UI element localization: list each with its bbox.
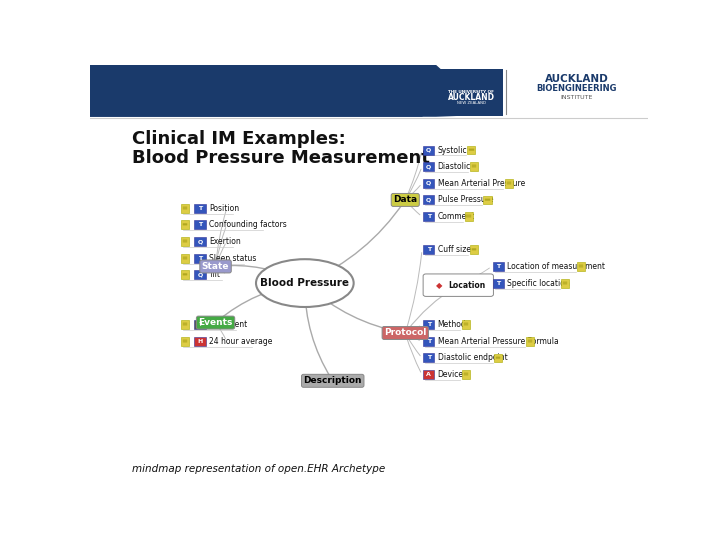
Text: Q: Q: [197, 272, 202, 277]
FancyBboxPatch shape: [494, 354, 503, 362]
Text: AUCKLAND: AUCKLAND: [448, 93, 495, 102]
Text: ◆: ◆: [436, 281, 442, 289]
FancyBboxPatch shape: [194, 220, 205, 230]
Text: Description: Description: [304, 376, 362, 386]
FancyBboxPatch shape: [462, 320, 470, 329]
Polygon shape: [90, 65, 492, 117]
Text: H: H: [197, 339, 202, 344]
FancyBboxPatch shape: [423, 162, 434, 171]
FancyBboxPatch shape: [423, 370, 434, 379]
Text: ?: ?: [198, 322, 202, 327]
FancyBboxPatch shape: [561, 279, 570, 287]
Text: NEW ZEALAND: NEW ZEALAND: [456, 101, 485, 105]
FancyBboxPatch shape: [423, 245, 434, 254]
Text: BIOENGINEERING: BIOENGINEERING: [536, 84, 617, 93]
Text: THE UNIVERSITY OF: THE UNIVERSITY OF: [448, 90, 494, 94]
Text: T: T: [427, 214, 431, 219]
Text: A: A: [426, 372, 431, 377]
FancyBboxPatch shape: [423, 179, 434, 188]
Text: Specific location: Specific location: [508, 279, 570, 288]
Text: Q: Q: [426, 181, 431, 186]
FancyBboxPatch shape: [181, 254, 189, 262]
Text: Diastolic endpoint: Diastolic endpoint: [438, 354, 508, 362]
FancyBboxPatch shape: [423, 337, 434, 346]
Text: T: T: [427, 322, 431, 327]
Text: T: T: [427, 355, 431, 360]
FancyBboxPatch shape: [181, 320, 189, 329]
Text: any event: any event: [209, 320, 247, 329]
FancyBboxPatch shape: [181, 337, 189, 346]
Text: T: T: [198, 255, 202, 261]
Text: Data: Data: [393, 195, 418, 205]
FancyBboxPatch shape: [423, 212, 434, 221]
FancyBboxPatch shape: [181, 220, 189, 230]
Text: Mean Arterial Pressure Formula: Mean Arterial Pressure Formula: [438, 337, 559, 346]
FancyBboxPatch shape: [194, 337, 205, 346]
Text: Device: Device: [438, 370, 464, 379]
Text: Q: Q: [426, 198, 431, 202]
FancyBboxPatch shape: [194, 237, 205, 246]
Polygon shape: [90, 65, 447, 117]
FancyBboxPatch shape: [423, 145, 434, 154]
Text: Exertion: Exertion: [209, 237, 240, 246]
Text: T: T: [496, 281, 500, 286]
Text: Sleep status: Sleep status: [209, 254, 256, 262]
FancyBboxPatch shape: [470, 162, 478, 171]
Text: Location of measurement: Location of measurement: [508, 262, 606, 271]
Text: INSTITUTE: INSTITUTE: [560, 95, 593, 100]
Text: Mean Arterial Pressure: Mean Arterial Pressure: [438, 179, 525, 188]
Text: Protocol: Protocol: [384, 328, 426, 338]
FancyBboxPatch shape: [467, 146, 475, 154]
FancyBboxPatch shape: [577, 262, 585, 271]
FancyBboxPatch shape: [493, 262, 504, 271]
Text: Cuff size: Cuff size: [438, 245, 471, 254]
Text: Confounding factors: Confounding factors: [209, 220, 287, 230]
Text: mindmap representation of open.EHR Archetype: mindmap representation of open.EHR Arche…: [132, 464, 385, 474]
FancyBboxPatch shape: [181, 204, 189, 213]
FancyBboxPatch shape: [194, 204, 205, 213]
Text: Diastolic: Diastolic: [438, 162, 471, 171]
Text: Clinical IM Examples:: Clinical IM Examples:: [132, 130, 346, 148]
Text: T: T: [427, 247, 431, 252]
Text: State: State: [202, 262, 229, 271]
FancyBboxPatch shape: [462, 370, 470, 379]
Text: T: T: [198, 206, 202, 211]
Text: Q: Q: [426, 164, 431, 169]
Text: Tilt: Tilt: [209, 271, 221, 279]
FancyBboxPatch shape: [90, 65, 648, 117]
Ellipse shape: [256, 259, 354, 307]
FancyBboxPatch shape: [423, 320, 434, 329]
Text: AUCKLAND: AUCKLAND: [545, 75, 608, 84]
Text: Q: Q: [197, 239, 202, 244]
Text: Pulse Pressure: Pulse Pressure: [438, 195, 493, 205]
FancyBboxPatch shape: [526, 337, 534, 346]
Text: T: T: [427, 339, 431, 344]
FancyBboxPatch shape: [505, 179, 513, 188]
Text: T: T: [198, 222, 202, 227]
FancyBboxPatch shape: [194, 270, 205, 279]
Text: Method: Method: [438, 320, 467, 329]
Text: Events: Events: [199, 318, 233, 327]
FancyBboxPatch shape: [423, 274, 493, 296]
FancyBboxPatch shape: [470, 245, 478, 254]
Text: Position: Position: [209, 204, 239, 213]
Text: Q: Q: [426, 147, 431, 152]
FancyBboxPatch shape: [464, 212, 473, 221]
FancyBboxPatch shape: [194, 320, 205, 329]
Text: Location: Location: [448, 281, 485, 289]
FancyBboxPatch shape: [423, 353, 434, 362]
Text: Systolic: Systolic: [438, 146, 467, 154]
FancyBboxPatch shape: [194, 254, 205, 262]
Text: Comment: Comment: [438, 212, 475, 221]
FancyBboxPatch shape: [181, 237, 189, 246]
FancyBboxPatch shape: [181, 271, 189, 279]
FancyBboxPatch shape: [438, 69, 503, 116]
FancyBboxPatch shape: [483, 195, 492, 204]
Text: Blood Pressure: Blood Pressure: [261, 278, 349, 288]
FancyBboxPatch shape: [423, 195, 434, 205]
FancyBboxPatch shape: [493, 279, 504, 288]
Text: Blood Pressure Measurement: Blood Pressure Measurement: [132, 150, 430, 167]
Text: T: T: [496, 264, 500, 269]
Text: 24 hour average: 24 hour average: [209, 337, 272, 346]
